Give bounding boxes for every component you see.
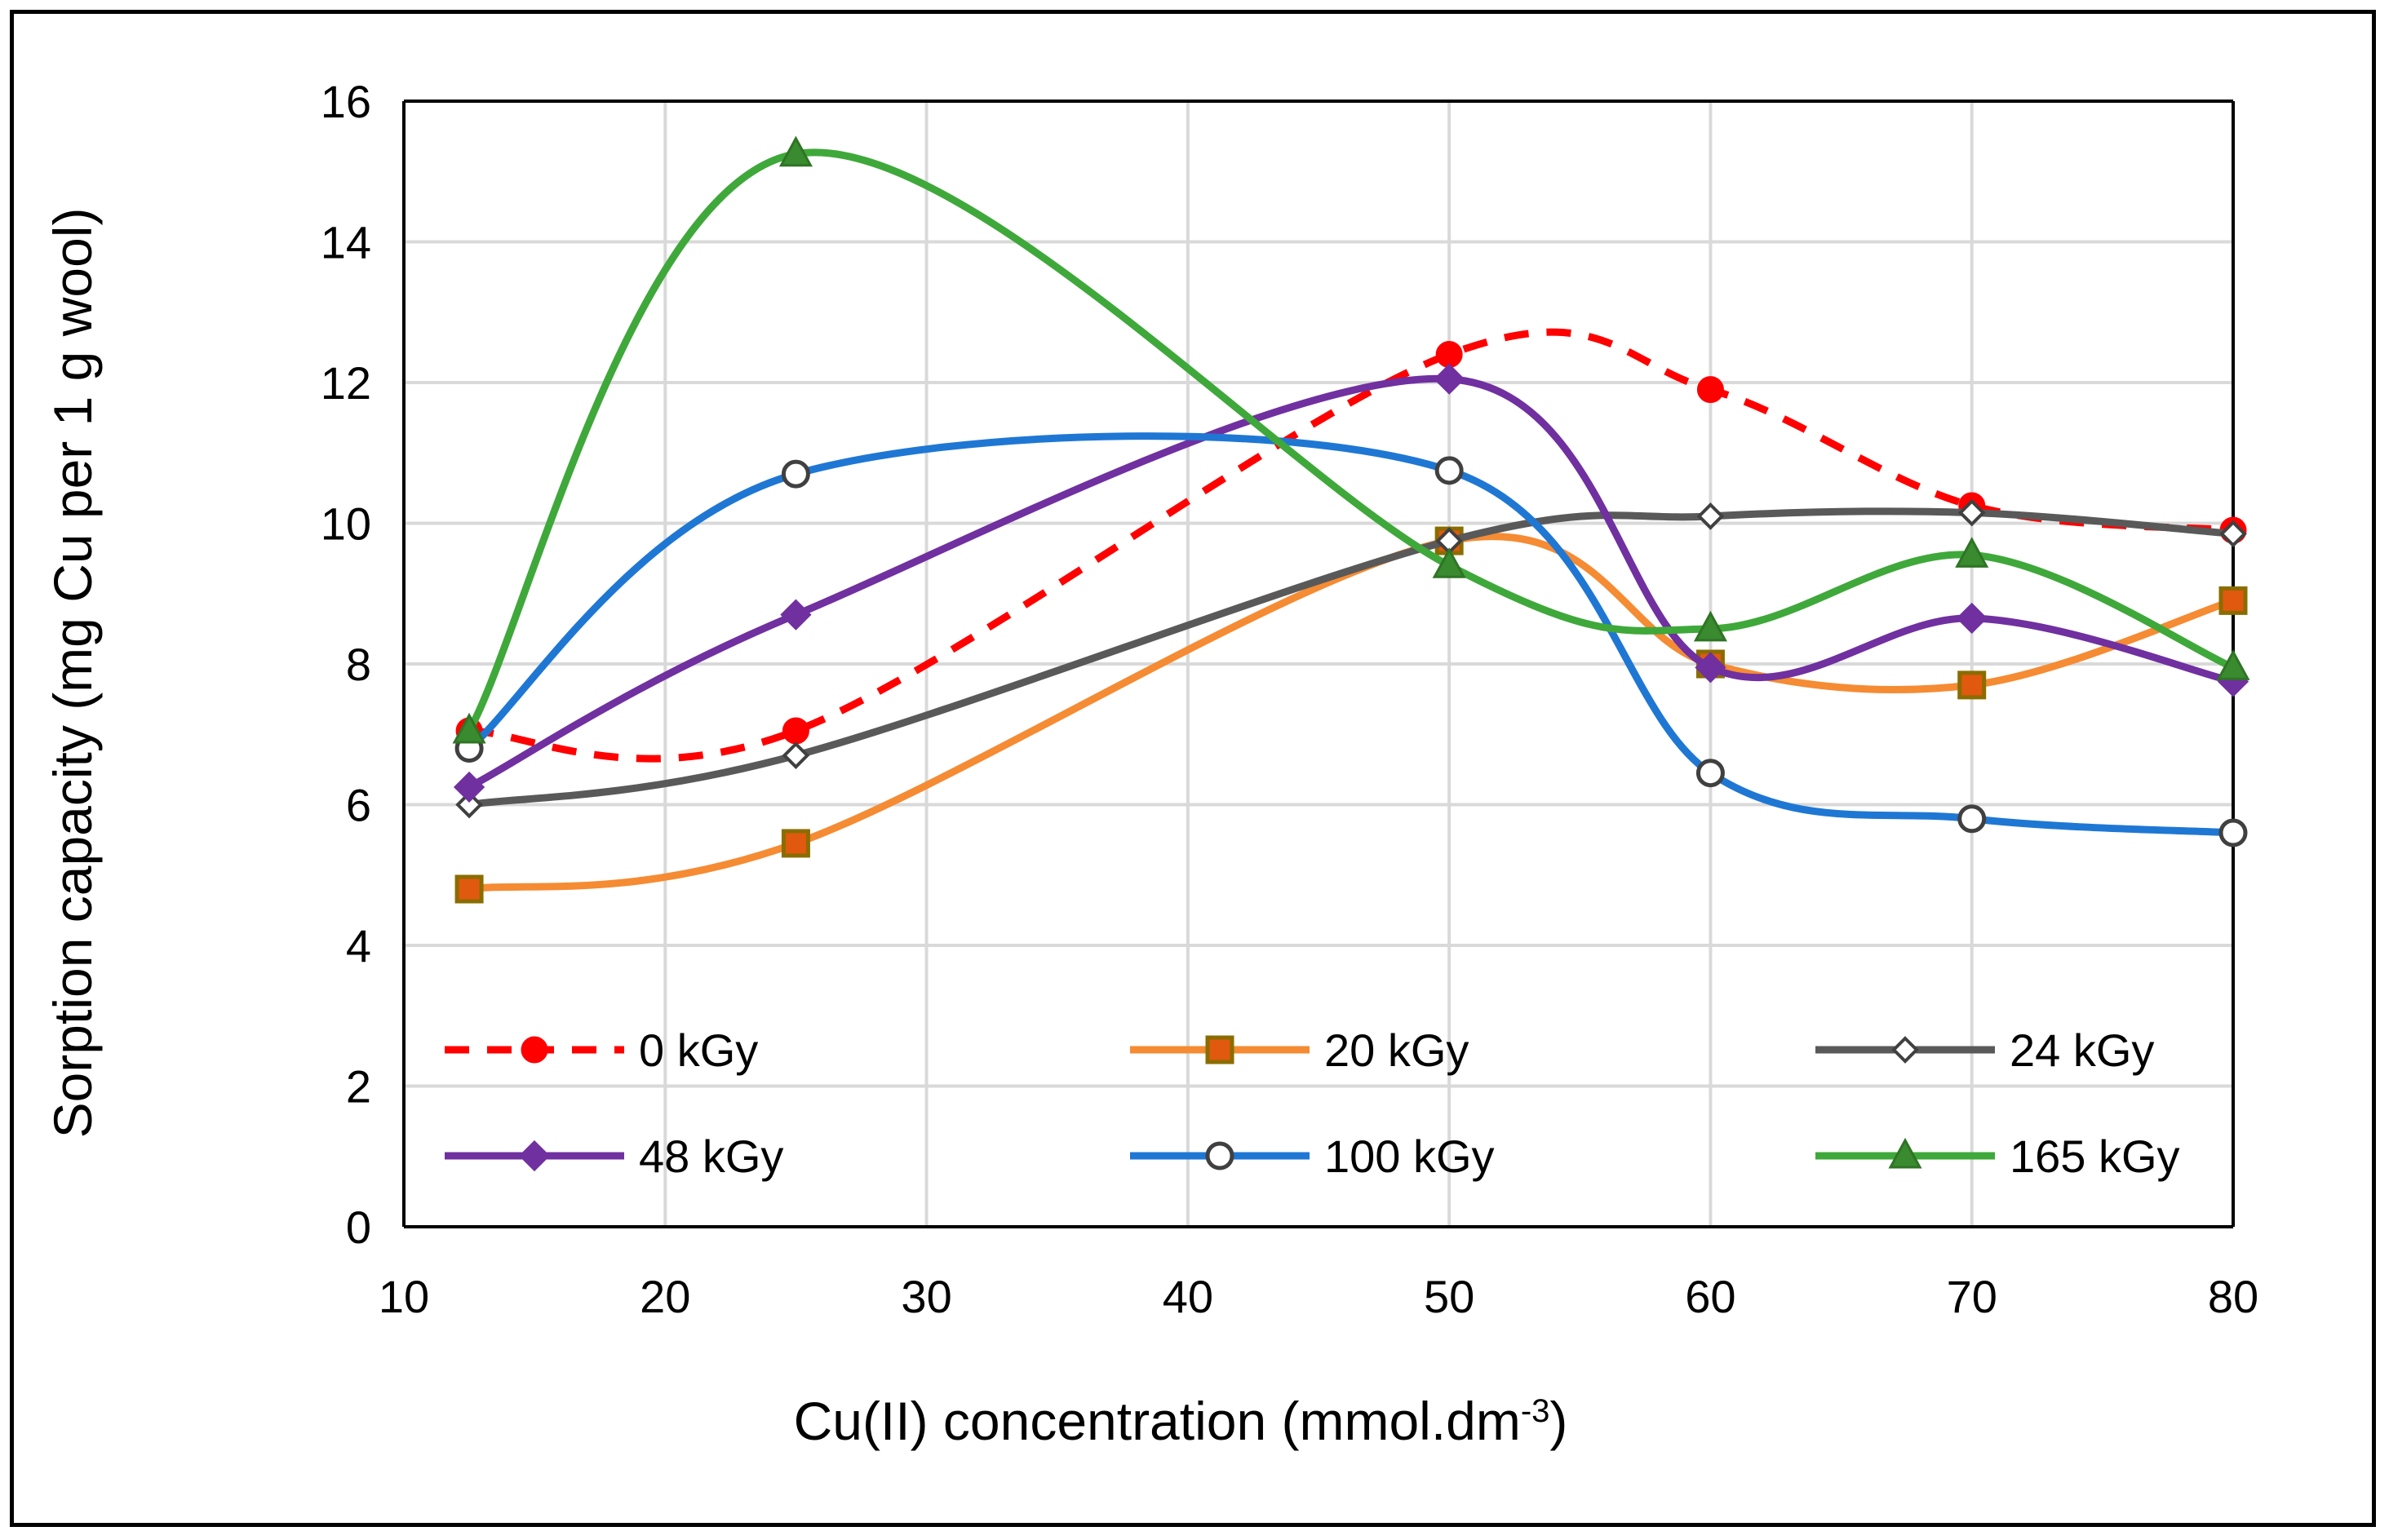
data-point	[1696, 376, 1724, 404]
legend: 0 kGy 20 kGy 24 kGy 48 kGy 100 kGy 165 kGy	[445, 1024, 2180, 1182]
x-axis-title: Cu(II) concentration (mmol.dm-3)	[794, 1391, 1568, 1451]
data-point	[1693, 610, 1727, 642]
series-line	[468, 533, 2235, 893]
legend-item: 165 kGy	[1815, 1131, 2180, 1182]
x-tick-label: 30	[901, 1271, 951, 1322]
data-point	[782, 741, 810, 769]
data-point	[2219, 520, 2247, 548]
data-point	[778, 135, 813, 167]
y-tick-label: 0	[346, 1201, 371, 1253]
data-point	[453, 771, 485, 803]
data-point	[1432, 547, 1466, 578]
sorption-capacity-chart: 0 2 4 6 8 10 12 14 16 10 20 30 40 50 60 70 80 0 kGy 20 kG…	[42, 76, 2258, 1451]
legend-label: 100 kGy	[1324, 1131, 1495, 1182]
data-point	[2218, 818, 2248, 847]
data-point	[780, 599, 812, 631]
legend-label: 24 kGy	[2010, 1024, 2154, 1076]
y-axis-title: Sorption capacity (mg Cu per 1 g wool)	[42, 208, 103, 1139]
x-tick-label: 40	[1163, 1271, 1213, 1322]
data-point	[1696, 502, 1725, 530]
series-20-kgy	[454, 526, 2248, 904]
data-point	[1957, 804, 1987, 834]
data-point	[2218, 586, 2248, 615]
series-line	[467, 374, 2235, 790]
data-point	[1695, 652, 1726, 684]
legend-item: 24 kGy	[1815, 1024, 2154, 1076]
x-tick-label: 80	[2208, 1271, 2258, 1322]
legend-item: 20 kGy	[1130, 1024, 1469, 1076]
x-tick-label: 20	[640, 1271, 690, 1322]
series-line	[469, 328, 2234, 763]
y-tick-label: 12	[321, 357, 371, 409]
chart-frame: 0 2 4 6 8 10 12 14 16 10 20 30 40 50 60 70 80 0 kGy 20 kG…	[10, 10, 2376, 1527]
y-tick-label: 4	[346, 920, 371, 971]
y-tick-label: 2	[346, 1061, 371, 1113]
series-24-kgy	[455, 498, 2247, 819]
data-point	[455, 790, 483, 819]
series-165-kgy	[452, 135, 2250, 744]
data-point	[782, 717, 809, 745]
legend-marker	[521, 1036, 548, 1064]
data-point	[454, 874, 484, 904]
x-tick-label: 50	[1424, 1271, 1474, 1322]
data-point	[1434, 363, 1465, 395]
legend-marker	[1205, 1035, 1234, 1064]
legend-marker	[1205, 1141, 1234, 1170]
y-tick-label: 10	[321, 498, 371, 550]
x-tick-label: 10	[379, 1271, 429, 1322]
data-point	[781, 459, 810, 489]
y-tick-label: 8	[346, 639, 371, 690]
legend-item: 0 kGy	[445, 1024, 758, 1076]
data-point	[1695, 759, 1725, 788]
legend-marker	[1888, 1137, 1922, 1169]
legend-label: 48 kGy	[639, 1131, 783, 1182]
data-point	[452, 712, 486, 744]
y-tick-label: 16	[321, 76, 371, 127]
data-point	[1957, 498, 1986, 527]
legend-label: 0 kGy	[639, 1024, 758, 1076]
x-tick-label: 70	[1947, 1271, 1997, 1322]
legend-marker	[518, 1140, 551, 1172]
y-tick-label: 6	[346, 780, 371, 831]
x-axis-title-suffix: )	[1549, 1391, 1567, 1451]
y-tick-label: 14	[321, 217, 371, 268]
x-axis-title-main: Cu(II) concentration (mmol.dm	[794, 1391, 1521, 1451]
data-point	[1434, 456, 1464, 485]
series-100-kgy	[454, 432, 2248, 847]
data-point	[2216, 649, 2250, 680]
x-axis-title-superscript: -3	[1521, 1393, 1550, 1429]
series-layer	[452, 135, 2250, 904]
series-48-kgy	[453, 363, 2249, 803]
data-point	[1956, 602, 1988, 635]
data-point	[781, 829, 810, 858]
data-point	[1957, 670, 1987, 700]
legend-marker	[1891, 1036, 1919, 1064]
data-point	[1955, 537, 1989, 568]
legend-label: 165 kGy	[2010, 1131, 2180, 1182]
data-point	[1435, 341, 1463, 368]
legend-item: 48 kGy	[445, 1131, 783, 1182]
legend-item: 100 kGy	[1130, 1131, 1495, 1182]
x-tick-label: 60	[1685, 1271, 1735, 1322]
legend-label: 20 kGy	[1324, 1024, 1469, 1076]
